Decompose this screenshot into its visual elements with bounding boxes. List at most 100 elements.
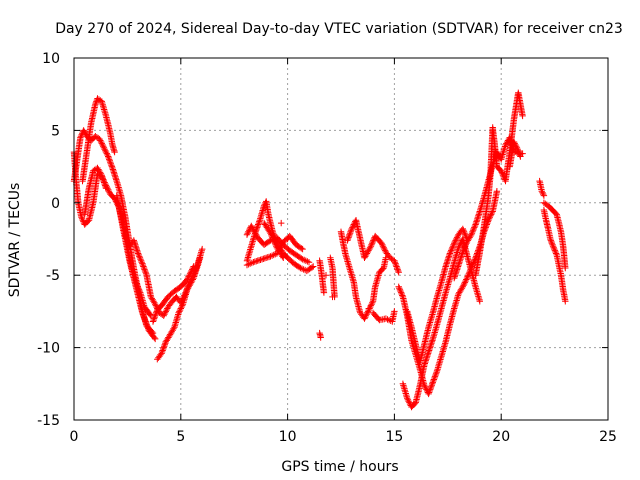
data-point bbox=[395, 283, 402, 290]
data-point bbox=[552, 210, 559, 217]
data-point bbox=[380, 244, 387, 251]
data-point bbox=[538, 188, 545, 195]
data-point bbox=[511, 140, 518, 147]
y-tick-label: -15 bbox=[37, 413, 60, 429]
data-point bbox=[379, 265, 386, 273]
data-point bbox=[149, 318, 157, 325]
data-point bbox=[468, 231, 475, 238]
data-point bbox=[111, 148, 118, 156]
data-point bbox=[513, 144, 521, 151]
data-point bbox=[98, 140, 105, 147]
data-point bbox=[515, 148, 522, 156]
data-point bbox=[499, 170, 506, 177]
data-point bbox=[449, 243, 457, 250]
data-point bbox=[302, 257, 309, 264]
grid-lines bbox=[74, 58, 608, 420]
data-point bbox=[279, 253, 286, 260]
data-point bbox=[421, 383, 429, 390]
data-point bbox=[459, 283, 466, 290]
data-point bbox=[370, 237, 377, 244]
data-point bbox=[459, 225, 466, 233]
data-point bbox=[405, 398, 412, 405]
data-point bbox=[432, 371, 439, 379]
data-point bbox=[152, 335, 159, 343]
data-point bbox=[185, 273, 192, 280]
data-point bbox=[362, 314, 369, 321]
x-tick-label: 15 bbox=[385, 429, 403, 445]
data-point bbox=[514, 146, 521, 153]
data-point bbox=[266, 238, 273, 245]
data-point bbox=[455, 244, 462, 251]
data-point bbox=[320, 289, 328, 296]
data-point bbox=[379, 241, 386, 248]
data-point bbox=[184, 274, 192, 282]
data-point bbox=[344, 235, 352, 243]
data-point bbox=[305, 259, 313, 266]
data-point bbox=[268, 252, 276, 259]
data-point bbox=[498, 169, 505, 176]
data-point bbox=[468, 230, 476, 237]
data-point bbox=[298, 255, 305, 262]
data-point bbox=[297, 264, 304, 272]
data-point bbox=[548, 240, 556, 247]
data-point bbox=[186, 272, 193, 279]
data-point bbox=[80, 127, 87, 134]
data-point bbox=[299, 256, 306, 263]
data-point bbox=[100, 143, 107, 150]
data-point bbox=[448, 247, 455, 254]
data-point bbox=[381, 245, 388, 253]
chart-title: Day 270 of 2024, Sidereal Day-to-day VTE… bbox=[55, 21, 623, 37]
data-point bbox=[459, 248, 466, 256]
plot-frame bbox=[73, 57, 609, 421]
data-point bbox=[549, 243, 557, 250]
data-point bbox=[81, 128, 88, 135]
data-point bbox=[498, 167, 505, 175]
data-point bbox=[347, 227, 355, 234]
data-point bbox=[399, 292, 406, 299]
data-point bbox=[368, 240, 376, 247]
data-point bbox=[460, 228, 468, 235]
data-point bbox=[317, 334, 324, 341]
data-point bbox=[461, 244, 468, 251]
data-point bbox=[135, 251, 142, 259]
data-point bbox=[179, 302, 186, 309]
data-point bbox=[248, 222, 255, 230]
data-point bbox=[362, 251, 370, 259]
data-point bbox=[268, 232, 275, 240]
data-point bbox=[549, 241, 556, 248]
data-point bbox=[512, 141, 519, 149]
data-point bbox=[517, 153, 524, 160]
data-point bbox=[463, 274, 471, 282]
data-point bbox=[396, 285, 403, 292]
data-point bbox=[104, 151, 111, 159]
data-point bbox=[450, 241, 457, 248]
data-point bbox=[493, 188, 501, 195]
data-point bbox=[77, 134, 84, 141]
data-point bbox=[471, 224, 478, 231]
data-point bbox=[188, 279, 195, 286]
data-point bbox=[458, 285, 466, 292]
data-point bbox=[550, 244, 557, 251]
data-point bbox=[367, 243, 375, 250]
data-point bbox=[510, 138, 518, 146]
data-point bbox=[97, 137, 104, 144]
data-point bbox=[78, 215, 86, 222]
data-point bbox=[140, 312, 147, 319]
data-point bbox=[470, 225, 477, 233]
data-point bbox=[269, 235, 277, 243]
data-point bbox=[462, 243, 469, 250]
data-point bbox=[551, 245, 558, 253]
data-point bbox=[552, 250, 560, 257]
data-point bbox=[368, 301, 375, 308]
data-point bbox=[551, 247, 559, 254]
data-point bbox=[367, 303, 374, 311]
data-point bbox=[363, 311, 370, 318]
data-point bbox=[102, 185, 110, 192]
data-point bbox=[152, 301, 159, 308]
data-point bbox=[145, 325, 152, 332]
data-point bbox=[329, 293, 336, 301]
data-point bbox=[463, 240, 470, 247]
data-point bbox=[152, 302, 160, 309]
data-point bbox=[187, 269, 194, 276]
data-point bbox=[562, 264, 569, 272]
